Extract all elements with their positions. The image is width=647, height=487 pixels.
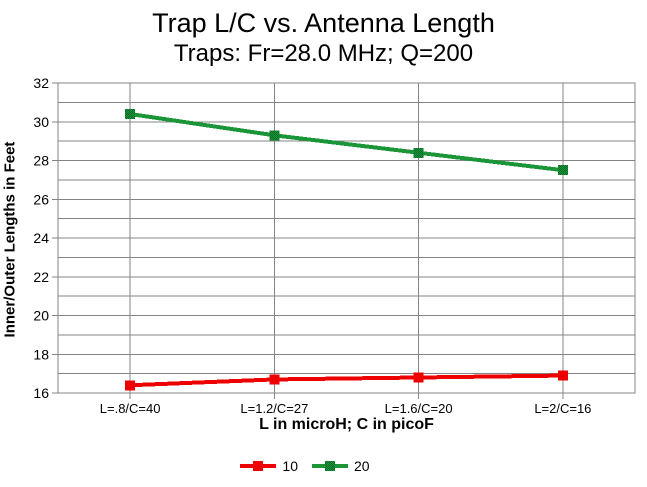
chart-subtitle: Traps: Fr=28.0 MHz; Q=200 bbox=[173, 40, 474, 67]
y-tick-label: 30 bbox=[33, 114, 49, 130]
legend-swatch-10 bbox=[240, 461, 277, 471]
legend-label-20: 20 bbox=[354, 458, 370, 474]
x-axis-title: L in microH; C in picoF bbox=[259, 416, 434, 433]
series-marker-10 bbox=[413, 372, 424, 383]
y-tick-label: 20 bbox=[33, 308, 49, 324]
series-marker-20 bbox=[269, 130, 280, 141]
legend-swatch-20 bbox=[312, 461, 348, 471]
series-line-20 bbox=[129, 112, 564, 173]
chart-title: Trap L/C vs. Antenna Length bbox=[152, 8, 495, 38]
legend: 10 20 bbox=[0, 458, 610, 474]
x-tick-label: L=2/C=16 bbox=[534, 401, 591, 416]
series-marker-20 bbox=[557, 165, 568, 176]
series-marker-10 bbox=[269, 374, 280, 385]
x-tick-label: L=.8/C=40 bbox=[100, 401, 161, 416]
y-tick-label: 18 bbox=[33, 346, 49, 362]
series-marker-20 bbox=[125, 109, 136, 119]
series-marker-10 bbox=[125, 380, 136, 391]
y-tick-label: 22 bbox=[33, 269, 49, 285]
y-tick-label: 16 bbox=[33, 385, 49, 401]
y-tick-label: 26 bbox=[33, 191, 49, 207]
legend-item-20: 20 bbox=[312, 458, 370, 474]
legend-item-10: 10 bbox=[240, 458, 298, 474]
x-tick-label: L=1.2/C=27 bbox=[240, 401, 308, 416]
y-tick-label: 32 bbox=[33, 75, 49, 91]
x-tick-label: L=1.6/C=20 bbox=[385, 401, 453, 416]
y-tick-label: 28 bbox=[33, 153, 49, 169]
y-tick-label: 24 bbox=[33, 230, 49, 246]
series-marker-10 bbox=[557, 370, 568, 381]
series-marker-20 bbox=[413, 147, 424, 158]
legend-label-10: 10 bbox=[282, 458, 298, 474]
series-line-10 bbox=[130, 373, 563, 388]
